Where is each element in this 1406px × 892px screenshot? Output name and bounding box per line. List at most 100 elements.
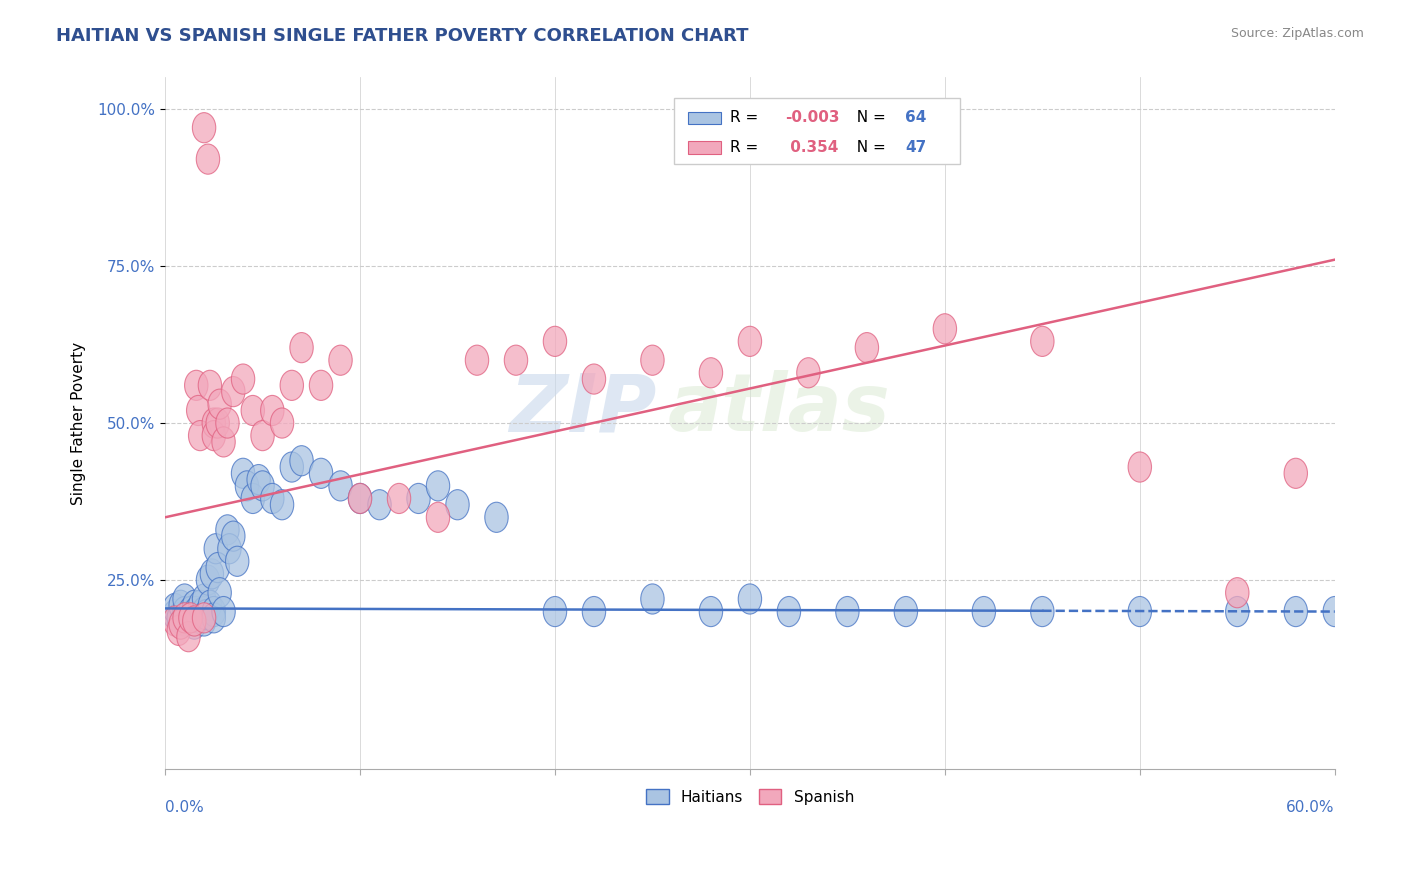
Text: R =: R = (730, 111, 763, 126)
Ellipse shape (183, 591, 207, 620)
Ellipse shape (894, 597, 918, 627)
Ellipse shape (173, 584, 197, 614)
Text: ZIP: ZIP (509, 370, 657, 448)
Ellipse shape (1031, 326, 1054, 357)
Ellipse shape (193, 597, 215, 627)
Ellipse shape (543, 326, 567, 357)
Ellipse shape (250, 471, 274, 501)
Ellipse shape (797, 358, 820, 388)
Ellipse shape (177, 622, 200, 652)
Ellipse shape (240, 395, 264, 425)
Bar (688, 112, 721, 124)
Ellipse shape (167, 615, 190, 646)
Ellipse shape (699, 597, 723, 627)
Ellipse shape (193, 603, 215, 633)
Ellipse shape (738, 326, 762, 357)
Ellipse shape (270, 408, 294, 438)
Ellipse shape (208, 389, 232, 419)
Ellipse shape (1284, 458, 1308, 489)
Ellipse shape (426, 502, 450, 533)
Ellipse shape (426, 471, 450, 501)
Ellipse shape (280, 370, 304, 401)
Ellipse shape (215, 408, 239, 438)
Ellipse shape (505, 345, 527, 376)
Ellipse shape (368, 490, 391, 520)
Ellipse shape (163, 593, 187, 624)
Ellipse shape (198, 370, 222, 401)
Ellipse shape (641, 345, 664, 376)
Ellipse shape (208, 578, 232, 607)
Text: R =: R = (730, 140, 763, 155)
Ellipse shape (183, 606, 207, 636)
Ellipse shape (197, 565, 219, 595)
Ellipse shape (184, 597, 208, 627)
Ellipse shape (187, 603, 209, 633)
Y-axis label: Single Father Poverty: Single Father Poverty (72, 342, 86, 505)
Ellipse shape (329, 471, 353, 501)
Ellipse shape (349, 483, 371, 514)
Ellipse shape (218, 533, 240, 564)
Ellipse shape (260, 395, 284, 425)
Legend: Haitians, Spanish: Haitians, Spanish (640, 782, 860, 811)
Ellipse shape (835, 597, 859, 627)
Ellipse shape (215, 515, 239, 545)
Ellipse shape (1128, 597, 1152, 627)
Ellipse shape (582, 364, 606, 394)
Text: N =: N = (846, 140, 890, 155)
Ellipse shape (290, 333, 314, 363)
Ellipse shape (290, 446, 314, 475)
Bar (673, 98, 960, 164)
Text: HAITIAN VS SPANISH SINGLE FATHER POVERTY CORRELATION CHART: HAITIAN VS SPANISH SINGLE FATHER POVERTY… (56, 27, 749, 45)
Ellipse shape (163, 599, 187, 630)
Ellipse shape (190, 599, 214, 630)
Text: 47: 47 (905, 140, 927, 155)
Ellipse shape (187, 395, 209, 425)
Text: 0.0%: 0.0% (165, 800, 204, 814)
Ellipse shape (207, 408, 229, 438)
Ellipse shape (387, 483, 411, 514)
Ellipse shape (232, 364, 254, 394)
Ellipse shape (235, 471, 259, 501)
Ellipse shape (204, 533, 228, 564)
Ellipse shape (446, 490, 470, 520)
Ellipse shape (193, 112, 215, 143)
Ellipse shape (232, 458, 254, 489)
Ellipse shape (309, 458, 333, 489)
Ellipse shape (173, 603, 197, 633)
Ellipse shape (202, 408, 225, 438)
Ellipse shape (543, 597, 567, 627)
Ellipse shape (173, 606, 197, 636)
Ellipse shape (406, 483, 430, 514)
Ellipse shape (193, 584, 215, 614)
Ellipse shape (280, 452, 304, 482)
Ellipse shape (1128, 452, 1152, 482)
Ellipse shape (202, 597, 225, 627)
Text: 0.354: 0.354 (785, 140, 838, 155)
Ellipse shape (198, 591, 222, 620)
Text: 60.0%: 60.0% (1286, 800, 1334, 814)
Ellipse shape (197, 144, 219, 174)
Ellipse shape (188, 591, 212, 620)
Text: -0.003: -0.003 (785, 111, 839, 126)
Ellipse shape (972, 597, 995, 627)
Ellipse shape (778, 597, 800, 627)
Ellipse shape (1323, 597, 1347, 627)
Ellipse shape (179, 603, 202, 633)
Ellipse shape (193, 606, 215, 636)
Text: atlas: atlas (668, 370, 891, 448)
Ellipse shape (1031, 597, 1054, 627)
Ellipse shape (222, 521, 245, 551)
Ellipse shape (349, 483, 371, 514)
Ellipse shape (247, 465, 270, 495)
Ellipse shape (485, 502, 508, 533)
Ellipse shape (309, 370, 333, 401)
Text: 64: 64 (905, 111, 927, 126)
Ellipse shape (167, 603, 190, 633)
Ellipse shape (934, 314, 956, 344)
Text: Source: ZipAtlas.com: Source: ZipAtlas.com (1230, 27, 1364, 40)
Ellipse shape (202, 603, 225, 633)
Ellipse shape (180, 599, 204, 630)
Ellipse shape (250, 420, 274, 450)
Ellipse shape (212, 426, 235, 457)
Ellipse shape (270, 490, 294, 520)
